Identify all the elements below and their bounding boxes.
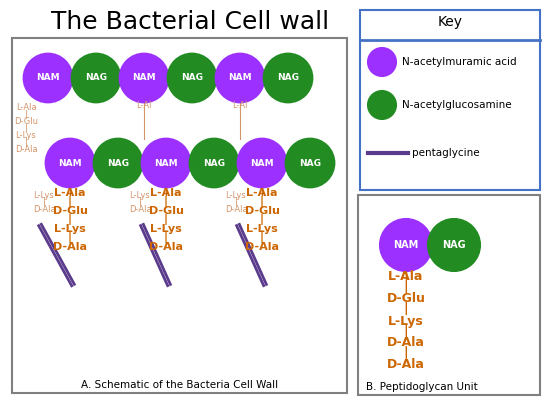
Circle shape (216, 54, 264, 102)
Text: L-Al: L-Al (232, 100, 248, 109)
Circle shape (72, 54, 120, 102)
Text: L-Lys: L-Lys (388, 315, 424, 328)
Text: L-Lys: L-Lys (246, 224, 278, 234)
Text: |: | (68, 232, 72, 242)
Circle shape (168, 54, 216, 102)
Text: NAG: NAG (85, 74, 107, 83)
Text: |: | (234, 197, 238, 206)
Text: L-Lys: L-Lys (34, 190, 54, 199)
Circle shape (94, 139, 142, 187)
Text: |: | (164, 196, 168, 206)
Text: NAG: NAG (203, 159, 225, 168)
Text: |: | (164, 232, 168, 242)
Text: L-Ala: L-Ala (388, 271, 424, 283)
Text: NAM: NAM (36, 74, 60, 83)
Text: NAM: NAM (393, 240, 419, 250)
Text: L-Lys: L-Lys (54, 224, 86, 234)
Text: D-Ala: D-Ala (245, 242, 279, 252)
Text: |: | (404, 280, 408, 293)
Text: D-Ala: D-Ala (149, 242, 183, 252)
Text: NAG: NAG (442, 240, 466, 250)
Text: A. Schematic of the Bacteria Cell Wall: A. Schematic of the Bacteria Cell Wall (81, 380, 278, 390)
Text: |: | (68, 214, 72, 225)
Text: |: | (42, 197, 46, 206)
Text: D-Ala: D-Ala (387, 337, 425, 349)
Text: |: | (260, 232, 264, 242)
Text: |: | (404, 324, 408, 337)
Text: NAG: NAG (181, 74, 203, 83)
Text: |: | (404, 347, 408, 359)
Text: pentaglycine: pentaglycine (412, 148, 480, 158)
Text: D-Ala: D-Ala (129, 204, 151, 214)
Text: N-acetylmuramic acid: N-acetylmuramic acid (402, 57, 516, 67)
Text: NAM: NAM (154, 159, 178, 168)
Circle shape (368, 48, 396, 76)
Text: L-Lys: L-Lys (150, 224, 182, 234)
Circle shape (24, 54, 72, 102)
Text: Key: Key (437, 15, 463, 29)
Circle shape (264, 54, 312, 102)
Text: |: | (139, 197, 141, 206)
Text: D-Glu: D-Glu (148, 206, 184, 216)
Text: |: | (260, 214, 264, 225)
Circle shape (238, 139, 286, 187)
Text: L-Lys: L-Lys (226, 190, 246, 199)
Circle shape (368, 91, 396, 119)
Bar (360, 10, 540, 190)
Text: |: | (25, 138, 28, 147)
Circle shape (46, 139, 94, 187)
Text: |: | (25, 110, 28, 119)
Text: NAM: NAM (58, 159, 82, 168)
Text: NAG: NAG (299, 159, 321, 168)
Circle shape (190, 139, 238, 187)
Text: |: | (25, 124, 28, 133)
Text: D-Glu: D-Glu (14, 118, 38, 126)
Text: D-Glu: D-Glu (387, 292, 426, 306)
Text: NAG: NAG (107, 159, 129, 168)
Text: |: | (404, 302, 408, 316)
Circle shape (120, 54, 168, 102)
Text: |: | (68, 196, 72, 206)
Text: D-Ala: D-Ala (53, 242, 87, 252)
Text: L-Ala: L-Ala (150, 188, 182, 198)
Text: |: | (260, 196, 264, 206)
Text: D-Ala: D-Ala (15, 145, 37, 154)
Text: NAM: NAM (228, 74, 252, 83)
Text: D-Glu: D-Glu (245, 206, 279, 216)
Text: L-Ala: L-Ala (16, 104, 36, 112)
Text: L-Al: L-Al (136, 100, 152, 109)
Circle shape (286, 139, 334, 187)
Text: D-Ala: D-Ala (32, 204, 56, 214)
Circle shape (380, 219, 432, 271)
Text: L-Lys: L-Lys (15, 131, 36, 140)
Text: N-acetylglucosamine: N-acetylglucosamine (402, 100, 512, 110)
Text: L-Ala: L-Ala (54, 188, 86, 198)
Text: D-Glu: D-Glu (53, 206, 87, 216)
Text: L-Lys: L-Lys (130, 190, 150, 199)
Text: B. Peptidoglycan Unit: B. Peptidoglycan Unit (366, 382, 478, 392)
Text: |: | (164, 214, 168, 225)
Bar (358, 195, 540, 395)
Text: NAM: NAM (132, 74, 156, 83)
Circle shape (428, 219, 480, 271)
Bar (12, 38, 347, 393)
Text: L-Ala: L-Ala (246, 188, 278, 198)
Circle shape (142, 139, 190, 187)
Text: D-Ala: D-Ala (387, 358, 425, 372)
Text: NAG: NAG (277, 74, 299, 83)
Text: The Bacterial Cell wall: The Bacterial Cell wall (51, 10, 329, 34)
Text: D-Ala: D-Ala (225, 204, 248, 214)
Text: NAM: NAM (250, 159, 274, 168)
